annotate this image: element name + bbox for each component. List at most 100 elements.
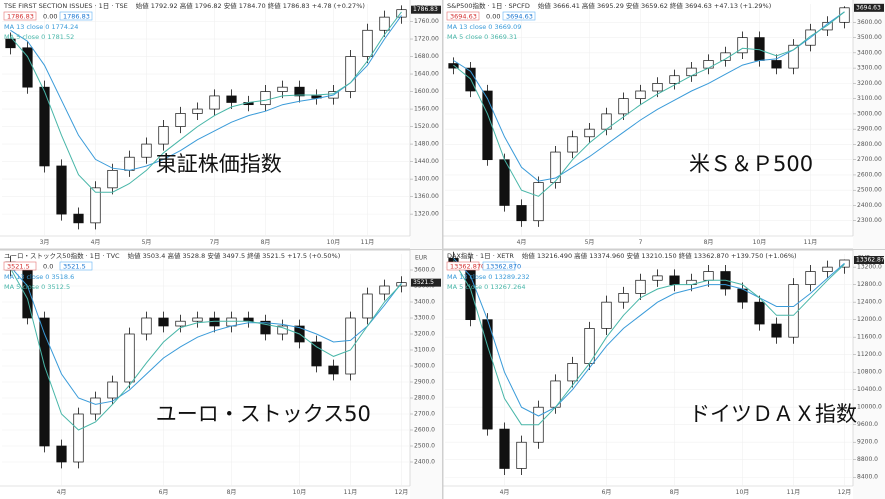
y-tick-label: 2400.00: [857, 202, 882, 209]
candle-body: [192, 108, 203, 114]
price-axis: [410, 250, 442, 499]
candle-body: [379, 16, 390, 31]
legend-entry: MA 13 close 0 3669.09: [447, 23, 521, 31]
y-tick-label: 12400.0: [857, 299, 882, 306]
chart-panel: 8400.0 8800.0 9200.0 9600.0 10000.0 10400.0 10…: [443, 250, 885, 499]
chart-label: 米Ｓ＆Ｐ500: [689, 152, 813, 176]
candle-body: [294, 86, 305, 97]
candle-body: [226, 317, 237, 327]
x-tick-label: 7: [639, 239, 643, 246]
x-tick-label: 8月: [227, 489, 237, 496]
candle-body: [22, 47, 33, 88]
legend-entry: MA 5 close 0 13267.264: [447, 283, 525, 291]
price-tag-text: 1786.83: [413, 6, 438, 13]
chart-title: S&P500指数 · 1日 · SPCFD: [447, 1, 530, 10]
candle-body: [175, 113, 186, 127]
chart-panel: 2300.00 2400.00 2500.00 2600.00 2700.00 2800.…: [443, 0, 885, 249]
candle-body: [516, 205, 527, 222]
value-box-text: 1786.83: [7, 13, 34, 21]
x-tick-label: 10月: [293, 489, 307, 496]
y-tick-label: 1320.00: [414, 211, 439, 218]
candle-body: [652, 83, 663, 92]
legend-entry: MA 13 close 0 3518.6: [4, 273, 74, 281]
candle-body: [141, 143, 152, 158]
candle-body: [550, 151, 561, 183]
ma-line: [10, 15, 402, 171]
candle-body: [771, 60, 782, 69]
candle-body: [107, 169, 118, 189]
value-box-text: 3521.5: [7, 263, 30, 271]
price-tag-text: 3521.5: [413, 279, 434, 286]
legend-entry: MA 13 close 0 1774.24: [4, 23, 78, 31]
value-box: [3, 261, 37, 271]
x-tick-label: 8月: [261, 239, 271, 246]
y-tick-label: 12000.0: [857, 316, 882, 323]
y-tick-label: 9200.0: [857, 439, 878, 446]
value-box-text: 0.00: [43, 13, 57, 21]
y-tick-label: 3000.0: [414, 363, 435, 370]
price-tag: [411, 5, 441, 14]
price-tag: [854, 255, 884, 264]
candle-body: [567, 363, 578, 382]
candle-body: [90, 187, 101, 224]
y-tick-label: 2900.00: [857, 126, 882, 133]
x-tick-label: 4月: [500, 489, 510, 496]
chart-title: ユーロ・ストックス50指数 · 1日 · TVC: [4, 251, 120, 260]
candle-body: [788, 284, 799, 338]
candle-body: [328, 365, 339, 375]
candle-body: [56, 165, 67, 215]
y-tick-label: 1680.00: [414, 53, 439, 60]
candle-body: [805, 271, 816, 285]
candle-body: [90, 397, 101, 415]
candle-body: [5, 38, 16, 49]
candle-body: [311, 341, 322, 367]
value-box: [502, 11, 536, 21]
y-tick-label: 12800.0: [857, 281, 882, 288]
candle-body: [788, 44, 799, 69]
y-tick-label: 11200.0: [857, 351, 882, 358]
value-box: [482, 261, 516, 271]
y-tick-label: 2600.0: [414, 427, 435, 434]
y-tick-label: 9600.0: [857, 421, 878, 428]
x-tick-label: 5月: [142, 239, 152, 246]
price-tag: [854, 3, 884, 12]
y-tick-label: 3200.0: [414, 331, 435, 338]
y-tick-label: 1400.00: [414, 176, 439, 183]
candle-body: [703, 60, 714, 69]
x-tick-label: 11月: [344, 489, 358, 496]
candle-body: [226, 95, 237, 103]
value-box-text: 0.0: [43, 263, 53, 271]
candle-body: [601, 301, 612, 329]
x-tick-label: 10月: [753, 239, 767, 246]
price-tag-text: 3694.63: [856, 4, 881, 11]
chart-title: TSE FIRST SECTION ISSUES · 1日 · TSE: [3, 2, 128, 10]
y-tick-label: 1520.00: [414, 123, 439, 130]
ma-line: [10, 266, 402, 405]
x-tick-label: 10月: [736, 489, 750, 496]
legend-entry: MA 5 close 0 3512.5: [4, 283, 70, 291]
value-box-text: 3694.63: [450, 13, 477, 21]
ohlc: 始値 13216.490 高値 13374.960 安値 13210.150 終…: [522, 251, 797, 260]
y-tick-label: 3400.0: [414, 299, 435, 306]
y-tick-label: 3300.0: [414, 315, 435, 322]
ma-line: [453, 11, 845, 197]
candle-body: [158, 317, 169, 327]
chart-title: DAX指数 · 1日 · XETR: [447, 251, 514, 260]
x-tick-label: 4月: [517, 239, 527, 246]
candle-body: [362, 29, 373, 57]
x-tick-label: 11月: [787, 489, 801, 496]
x-tick-label: 12月: [838, 489, 852, 496]
y-tick-label: 10000.0: [857, 404, 882, 411]
candle-body: [209, 95, 220, 110]
candle-body: [822, 266, 833, 272]
legend-entry: MA 13 close 0 13289.232: [447, 273, 530, 281]
candle-body: [584, 128, 595, 138]
candle-body: [618, 293, 629, 303]
candle-body: [448, 63, 459, 69]
candle-body: [158, 126, 169, 145]
candle-body: [277, 325, 288, 335]
y-tick-label: 1760.00: [414, 18, 439, 25]
chart-panel: 1320.00 1360.00 1400.00 1440.00 1480.00 1520.…: [0, 0, 442, 249]
y-tick-label: 2700.00: [857, 156, 882, 163]
